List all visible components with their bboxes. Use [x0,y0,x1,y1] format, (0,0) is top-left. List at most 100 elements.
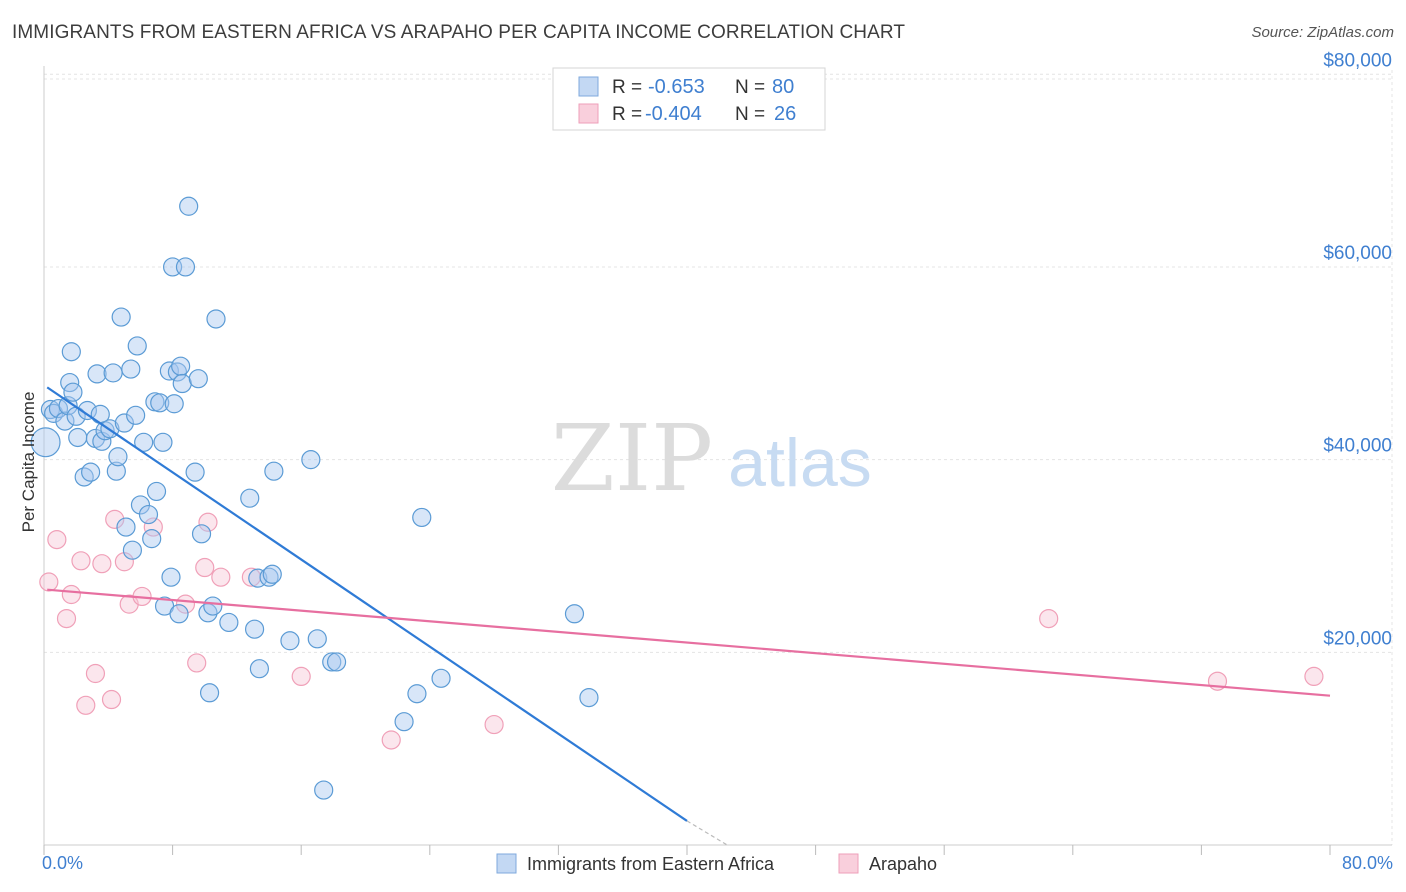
data-point-eastern-africa [30,427,61,458]
legend-r-label: R = [612,104,642,125]
data-point-arapaho [76,695,96,715]
trend-line-arapaho [47,588,1331,697]
data-point-eastern-africa [169,604,189,624]
data-point-eastern-africa [108,447,128,467]
data-point-eastern-africa [150,393,170,413]
source-label: Source: ZipAtlas.com [1251,24,1394,41]
stats-legend: R = -0.653 N = 80 R = -0.404 N = 26 [552,67,826,131]
data-point-eastern-africa [142,529,162,549]
y-tick-label: $60,000 [1323,243,1392,264]
data-point-arapaho [1039,608,1059,629]
data-point-eastern-africa [412,507,432,528]
data-point-eastern-africa [264,461,284,481]
data-point-eastern-africa [564,604,585,624]
data-point-arapaho [85,663,106,684]
data-point-eastern-africa [55,411,75,431]
series-legend: Immigrants from Eastern Africa Arapaho [496,853,937,874]
data-point-eastern-africa [167,362,188,382]
legend-series-eastern-africa: Immigrants from Eastern Africa [527,854,775,874]
data-point-eastern-africa [68,427,88,448]
data-point-arapaho [92,554,112,574]
data-point-eastern-africa [326,652,347,672]
data-point-arapaho [101,689,122,710]
data-point-eastern-africa [431,668,451,688]
y-tick-label: $80,000 [1323,50,1392,71]
data-point-eastern-africa [171,356,191,376]
data-point-eastern-africa [314,780,334,800]
eastern-africa-points [30,196,599,800]
data-point-eastern-africa [81,462,101,482]
data-point-eastern-africa [121,359,141,379]
data-point-eastern-africa [191,524,212,544]
data-point-eastern-africa [244,619,265,639]
x-tick-label: 80.0% [1342,853,1393,873]
legend-swatch-blue [496,853,517,874]
data-point-arapaho [211,567,231,587]
legend-r-value: -0.653 [648,76,705,98]
chart-title: IMMIGRANTS FROM EASTERN AFRICA VS ARAPAH… [12,22,906,43]
data-point-eastern-africa [307,629,327,649]
data-point-eastern-africa [579,687,599,708]
data-point-arapaho [39,572,59,592]
data-point-eastern-africa [206,309,226,329]
data-point-eastern-africa [161,567,181,587]
y-axis-label: Per Capita Income [19,392,38,533]
data-point-eastern-africa [116,517,136,537]
data-point-arapaho [105,509,125,529]
data-point-arapaho [61,584,81,605]
trend-lines [46,386,1331,846]
data-point-arapaho [198,512,218,532]
data-point-eastern-africa [199,683,220,703]
data-point-eastern-africa [301,450,321,470]
legend-swatch-pink [838,853,859,874]
data-point-eastern-africa [394,712,414,732]
trend-line-eastern-africa [46,386,688,822]
data-point-eastern-africa [262,564,282,584]
data-point-arapaho [381,730,401,750]
y-tick-label: $20,000 [1323,628,1392,649]
data-point-arapaho [56,608,77,629]
data-point-eastern-africa [122,540,143,560]
data-point-eastern-africa [259,567,279,587]
data-point-eastern-africa [111,307,131,327]
trend-line-extension [686,820,728,846]
data-point-eastern-africa [188,369,208,389]
data-point-eastern-africa [185,462,205,482]
data-point-eastern-africa [138,504,159,525]
grid-lines [44,70,1393,845]
data-point-eastern-africa [126,405,146,425]
data-point-eastern-africa [114,413,134,433]
x-tick-label: 0.0% [42,853,83,873]
data-point-arapaho [1304,666,1324,687]
legend-n-label: N = [735,77,765,98]
data-point-eastern-africa [164,394,184,414]
legend-n-value: 26 [774,103,796,125]
data-point-eastern-africa [249,659,270,679]
data-point-arapaho [195,557,215,578]
data-point-eastern-africa [407,684,427,704]
legend-swatch-blue [578,76,599,97]
data-point-arapaho [291,666,311,687]
data-point-eastern-africa [203,596,223,616]
axes: $20,000 $40,000 $60,000 $80,000 0.0% 80.0% [42,50,1393,873]
data-point-eastern-africa [219,612,239,633]
data-point-eastern-africa [172,373,192,394]
data-point-eastern-africa [106,461,126,481]
data-point-eastern-africa [77,400,98,421]
watermark-zip: ZIP [551,405,713,512]
data-point-arapaho [47,529,67,550]
legend-swatch-pink [578,103,599,124]
data-point-eastern-africa [63,382,83,402]
data-point-eastern-africa [130,495,151,515]
y-tick-label: $40,000 [1323,436,1392,457]
data-point-arapaho [187,653,207,673]
data-point-arapaho [71,551,91,571]
watermark-atlas: atlas [728,425,872,501]
legend-r-value: -0.404 [645,103,702,125]
data-point-eastern-africa [175,257,196,277]
data-point-arapaho [484,714,504,735]
legend-n-value: 80 [772,76,794,98]
data-point-eastern-africa [179,196,199,216]
data-point-eastern-africa [153,432,173,452]
